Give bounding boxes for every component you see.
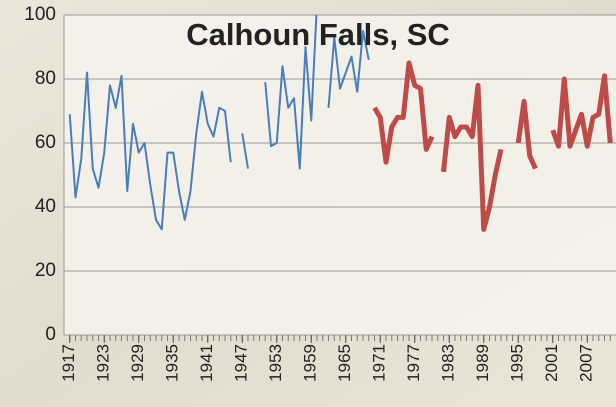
y-tick-label: 40 — [35, 196, 56, 217]
x-tick-label: 1989 — [473, 344, 492, 382]
x-tick-label: 2001 — [542, 344, 561, 382]
x-tick-label: 1923 — [94, 344, 113, 382]
series-line — [68, 15, 370, 231]
plot-area — [64, 15, 616, 335]
x-tick-label: 1917 — [59, 344, 78, 382]
x-tick-label: 1941 — [197, 344, 216, 382]
series-line — [372, 60, 613, 232]
x-tick-label: 1983 — [439, 344, 458, 382]
y-tick-label: 100 — [24, 4, 56, 25]
x-tick-label: 1971 — [370, 344, 389, 382]
x-tick-label: 1959 — [301, 344, 320, 382]
x-tick-label: 1953 — [266, 344, 285, 382]
x-tick-label: 1947 — [232, 344, 251, 382]
x-tick-label: 1965 — [335, 344, 354, 382]
chart-title: Calhoun Falls, SC — [186, 17, 450, 52]
x-tick-label: 1995 — [508, 344, 527, 382]
y-tick-label: 0 — [45, 324, 56, 345]
x-tick-label: 1935 — [163, 344, 182, 382]
x-tick-label: 1929 — [128, 344, 147, 382]
y-tick-label: 20 — [35, 260, 56, 281]
y-tick-label: 60 — [35, 132, 56, 153]
x-tick-label: 1977 — [404, 344, 423, 382]
x-tick-label: 2007 — [577, 344, 596, 382]
y-tick-label: 80 — [35, 68, 56, 89]
